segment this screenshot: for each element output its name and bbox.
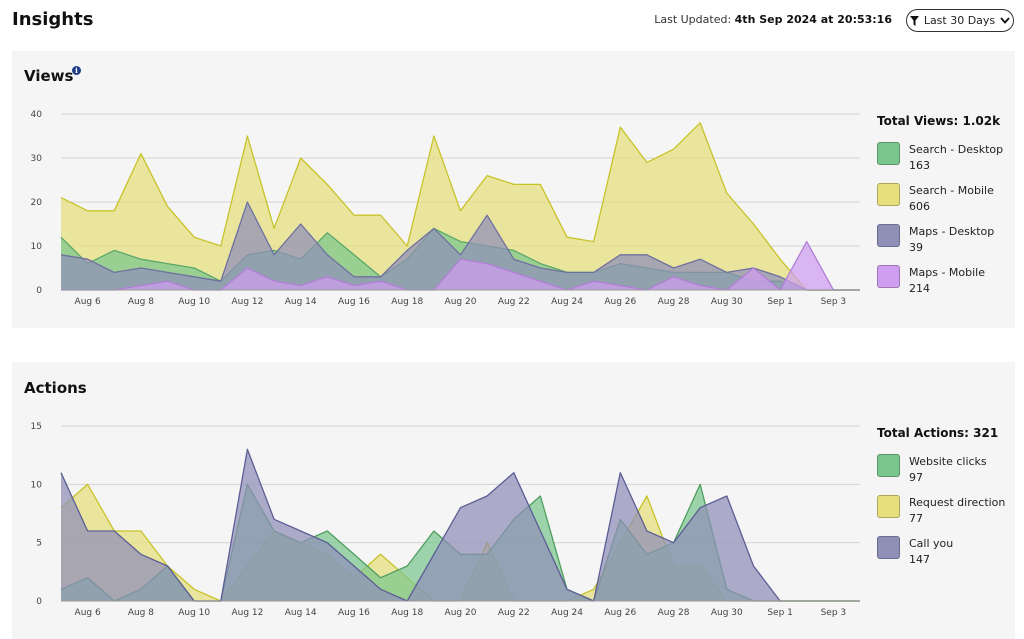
actions-card: Actions 0 5 10 15 Aug 6 Aug 8 Aug 10 Aug 12 Aug … <box>12 362 1015 639</box>
legend-item-website-clicks[interactable]: Website clicks 97 <box>877 454 1012 495</box>
x-tick-label: Aug 22 <box>498 297 530 307</box>
legend-swatch <box>877 454 900 477</box>
legend-item-maps-desktop[interactable]: Maps - Desktop 39 <box>877 224 1012 265</box>
x-tick-label: Aug 22 <box>498 608 530 618</box>
x-tick-label: Aug 30 <box>711 297 743 307</box>
page-header: Insights Last Updated: 4th Sep 2024 at 2… <box>0 0 1024 44</box>
x-tick-label: Sep 1 <box>767 297 793 307</box>
x-tick-label: Aug 30 <box>711 608 743 618</box>
x-tick-label: Aug 16 <box>338 608 370 618</box>
x-tick-label: Sep 1 <box>767 608 793 618</box>
views-chart: 0 10 20 30 40 Aug 6 Aug 8 Aug 10 Aug 12 Aug 14 Aug… <box>31 110 860 307</box>
x-tick-label: Aug 8 <box>128 297 154 307</box>
x-tick-label: Aug 18 <box>391 297 423 307</box>
x-tick-label: Aug 8 <box>128 608 154 618</box>
legend-item-search-mobile[interactable]: Search - Mobile 606 <box>877 183 1012 224</box>
x-tick-label: Sep 3 <box>821 297 847 307</box>
y-tick-label: 0 <box>36 286 42 296</box>
legend-label: Website clicks <box>909 455 987 468</box>
info-icon[interactable]: i <box>72 66 81 75</box>
x-tick-label: Sep 3 <box>821 608 847 618</box>
y-tick-label: 40 <box>31 110 43 120</box>
x-tick-label: Aug 26 <box>604 608 636 618</box>
legend-item-maps-mobile[interactable]: Maps - Mobile 214 <box>877 265 1012 306</box>
x-tick-label: Aug 28 <box>658 297 690 307</box>
legend-item-search-desktop[interactable]: Search - Desktop 163 <box>877 142 1012 183</box>
date-range-filter-button[interactable]: Last 30 Days <box>906 9 1014 32</box>
series-area[interactable] <box>61 202 860 290</box>
chevron-down-icon <box>1000 17 1010 24</box>
x-tick-label: Aug 24 <box>551 608 583 618</box>
legend-swatch <box>877 495 900 518</box>
legend-label: Search - Mobile <box>909 184 994 197</box>
y-tick-label: 15 <box>31 422 42 432</box>
y-tick-label: 0 <box>36 597 42 607</box>
filter-label: Last 30 Days <box>923 14 996 27</box>
views-total: Total Views: 1.02k <box>877 114 1001 128</box>
last-updated-label: Last Updated: <box>654 13 732 26</box>
legend-swatch <box>877 536 900 559</box>
x-tick-label: Aug 24 <box>551 297 583 307</box>
y-tick-label: 20 <box>31 198 43 208</box>
legend-value: 97 <box>909 471 923 484</box>
views-legend: Total Views: 1.02k Search - Desktop 163 S… <box>877 114 1012 306</box>
actions-chart: 0 5 10 15 Aug 6 Aug 8 Aug 10 Aug 12 Aug 14 Aug 16… <box>31 422 860 618</box>
legend-swatch <box>877 265 900 288</box>
page-title: Insights <box>12 9 94 30</box>
legend-value: 77 <box>909 512 923 525</box>
x-tick-label: Aug 28 <box>658 608 690 618</box>
x-tick-label: Aug 14 <box>285 608 317 618</box>
views-card: Views i 0 10 20 30 40 Aug 6 Aug 8 Aug 10 Aug 12 A… <box>12 51 1015 328</box>
series-area[interactable] <box>61 449 860 601</box>
y-tick-label: 5 <box>36 539 42 549</box>
series-line <box>60 122 860 291</box>
actions-title: Actions <box>24 379 87 397</box>
x-tick-label: Aug 16 <box>338 297 370 307</box>
x-tick-label: Aug 26 <box>604 297 636 307</box>
x-tick-label: Aug 20 <box>445 608 477 618</box>
legend-swatch <box>877 224 900 247</box>
legend-value: 39 <box>909 241 923 254</box>
legend-item-request-direction[interactable]: Request direction 77 <box>877 495 1012 536</box>
y-tick-label: 10 <box>31 242 43 252</box>
series-area[interactable] <box>61 241 860 290</box>
legend-label: Search - Desktop <box>909 143 1004 156</box>
views-title: Views <box>24 67 74 85</box>
actions-legend: Total Actions: 321 Website clicks 97 Requ… <box>877 426 1012 577</box>
x-tick-label: Aug 20 <box>445 297 477 307</box>
legend-item-call-you[interactable]: Call you 147 <box>877 536 1012 577</box>
legend-label: Maps - Mobile <box>909 266 985 279</box>
y-tick-label: 10 <box>31 480 43 490</box>
legend-swatch <box>877 142 900 165</box>
legend-swatch <box>877 183 900 206</box>
x-tick-label: Aug 12 <box>231 297 263 307</box>
last-updated: Last Updated: 4th Sep 2024 at 20:53:16 <box>654 13 892 26</box>
y-tick-label: 30 <box>31 154 43 164</box>
legend-label: Request direction <box>909 496 1006 509</box>
legend-label: Maps - Desktop <box>909 225 995 238</box>
x-tick-label: Aug 12 <box>231 608 263 618</box>
legend-value: 147 <box>909 553 930 566</box>
last-updated-value: 4th Sep 2024 at 20:53:16 <box>734 13 892 26</box>
filter-icon <box>909 15 919 26</box>
x-tick-label: Aug 10 <box>178 297 210 307</box>
legend-value: 163 <box>909 159 930 172</box>
actions-total: Total Actions: 321 <box>877 426 999 440</box>
x-tick-label: Aug 18 <box>391 608 423 618</box>
legend-value: 606 <box>909 200 930 213</box>
x-tick-label: Aug 6 <box>75 608 101 618</box>
series-line <box>60 201 860 291</box>
legend-label: Call you <box>909 537 954 550</box>
x-tick-label: Aug 14 <box>285 297 317 307</box>
legend-value: 214 <box>909 282 930 295</box>
x-tick-label: Aug 10 <box>178 608 210 618</box>
x-tick-label: Aug 6 <box>75 297 101 307</box>
